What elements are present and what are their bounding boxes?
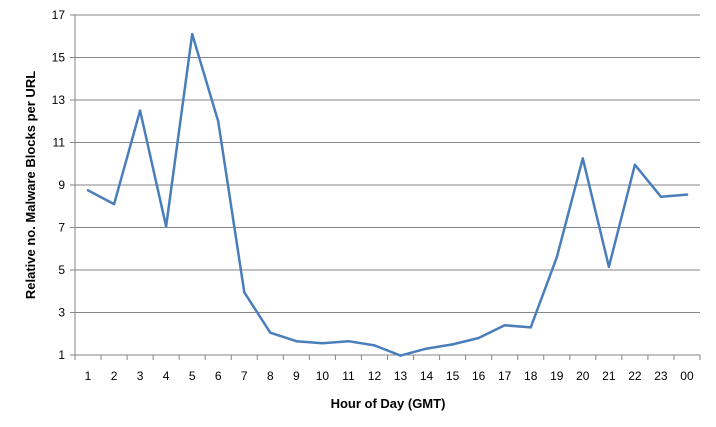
x-tick-label: 21	[602, 369, 616, 383]
x-tick-label: 5	[189, 369, 196, 383]
x-tick-label: 4	[163, 369, 170, 383]
data-point	[425, 347, 428, 350]
y-tick-label: 3	[58, 306, 65, 320]
data-point	[503, 324, 506, 327]
x-tick-label: 13	[394, 369, 408, 383]
x-tick-label: 14	[420, 369, 434, 383]
data-point	[86, 189, 90, 192]
series-group	[86, 32, 689, 357]
x-tick-label: 15	[446, 369, 460, 383]
x-tick-label: 8	[267, 369, 274, 383]
x-tick-label: 7	[241, 369, 248, 383]
x-axis-title: Hour of Day (GMT)	[331, 396, 446, 411]
x-tick-label: 1	[85, 369, 92, 383]
data-point	[217, 120, 220, 123]
x-tick-label: 22	[628, 369, 642, 383]
x-tick-label: 6	[215, 369, 222, 383]
data-point	[295, 339, 298, 343]
data-point	[321, 342, 324, 345]
data-point	[399, 354, 402, 357]
x-tick-label: 9	[293, 369, 300, 383]
x-tick-label: 17	[498, 369, 512, 383]
data-point	[347, 339, 350, 343]
data-point	[269, 331, 272, 334]
x-tick-label: 19	[550, 369, 564, 383]
series-line-0	[86, 32, 689, 357]
x-tick-labels: 1 2 3 4 5 6 7 8 9 10 11 12 13 14 15 16 17 18 19 20 21 22 23 00	[85, 369, 694, 383]
data-point	[555, 256, 558, 259]
y-tick-label: 9	[58, 178, 65, 192]
x-tick-label: 16	[472, 369, 486, 383]
data-point	[138, 109, 142, 112]
y-axis-title: Relative no. Malware Blocks per URL	[23, 71, 38, 299]
data-point	[581, 157, 585, 160]
x-tick-label: 10	[316, 369, 330, 383]
y-tick-label: 11	[53, 136, 66, 150]
data-point	[243, 291, 246, 294]
axes	[70, 14, 701, 360]
y-tick-label: 1	[58, 348, 65, 362]
x-tick-label: 2	[111, 369, 118, 383]
gridlines	[75, 14, 700, 313]
x-tick-label: 18	[524, 369, 538, 383]
x-tick-label: 23	[654, 369, 668, 383]
data-point	[164, 225, 168, 228]
data-point	[529, 326, 532, 329]
x-tick-label: 00	[680, 369, 694, 383]
y-tick-label: 15	[52, 51, 66, 65]
data-point	[451, 343, 454, 346]
x-tick-label: 12	[368, 369, 382, 383]
data-point	[190, 32, 194, 36]
y-tick-label: 7	[58, 221, 65, 235]
data-point	[112, 202, 116, 206]
data-point	[607, 265, 611, 269]
y-tick-label: 13	[52, 93, 66, 107]
data-point	[685, 193, 689, 196]
data-point	[659, 195, 663, 198]
x-tick-label: 3	[137, 369, 144, 383]
x-tick-label: 20	[576, 369, 590, 383]
y-tick-label: 17	[52, 8, 66, 22]
x-tick-label: 11	[342, 369, 355, 383]
data-point	[633, 163, 637, 167]
y-tick-label: 5	[58, 263, 65, 277]
data-point	[373, 344, 376, 347]
data-point	[477, 336, 480, 340]
